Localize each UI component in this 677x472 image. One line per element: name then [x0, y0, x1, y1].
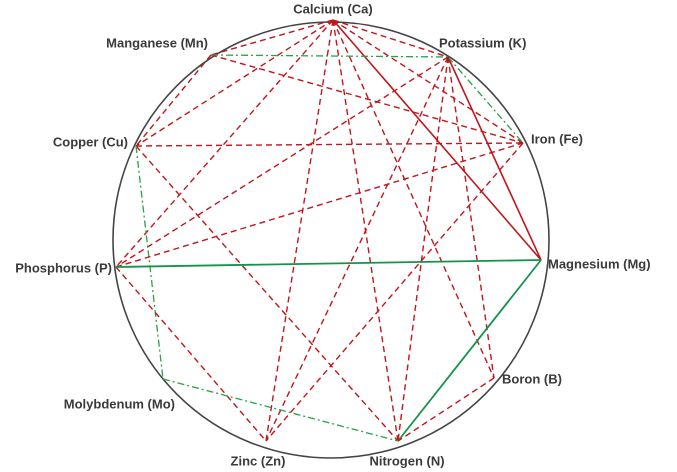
node-label: Potassium (K)	[439, 35, 526, 50]
node-label: Molybdenum (Mo)	[64, 396, 175, 411]
node-label: Zinc (Zn)	[231, 453, 286, 468]
node-label: Boron (B)	[502, 371, 562, 386]
node-label: Calcium (Ca)	[293, 1, 372, 16]
outer-circle	[112, 21, 550, 459]
node-label: Iron (Fe)	[531, 131, 583, 146]
node-label: Copper (Cu)	[53, 134, 128, 149]
node-label: Magnesium (Mg)	[548, 256, 651, 271]
node-label: Nitrogen (N)	[369, 453, 444, 468]
node-label: Phosphorus (P)	[15, 260, 112, 275]
node-label: Manganese (Mn)	[106, 35, 208, 50]
interaction-lines	[115, 19, 542, 442]
